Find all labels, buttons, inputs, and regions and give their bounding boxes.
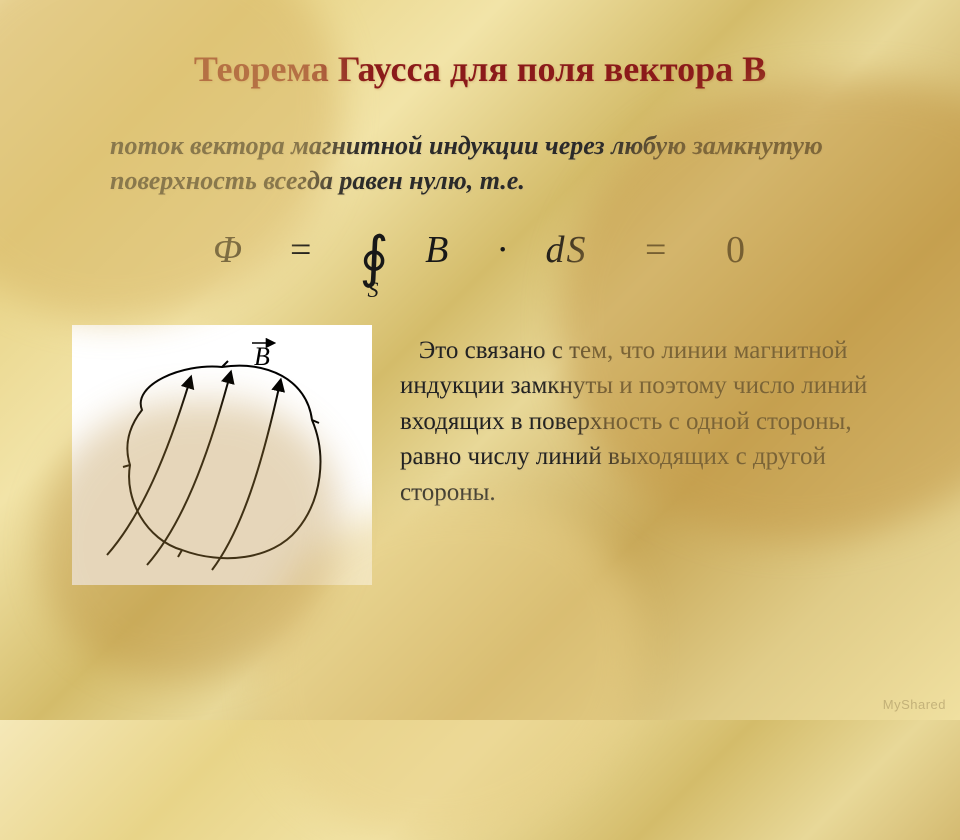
watermark: MyShared bbox=[883, 697, 946, 712]
eq-dot: · bbox=[496, 229, 511, 271]
diagram-label-B: B bbox=[254, 342, 270, 371]
eq-B: B bbox=[425, 229, 450, 271]
eq-integral: ∮ S bbox=[359, 228, 390, 281]
oint-sub: S bbox=[367, 277, 380, 303]
oint-symbol: ∮ bbox=[359, 236, 390, 281]
